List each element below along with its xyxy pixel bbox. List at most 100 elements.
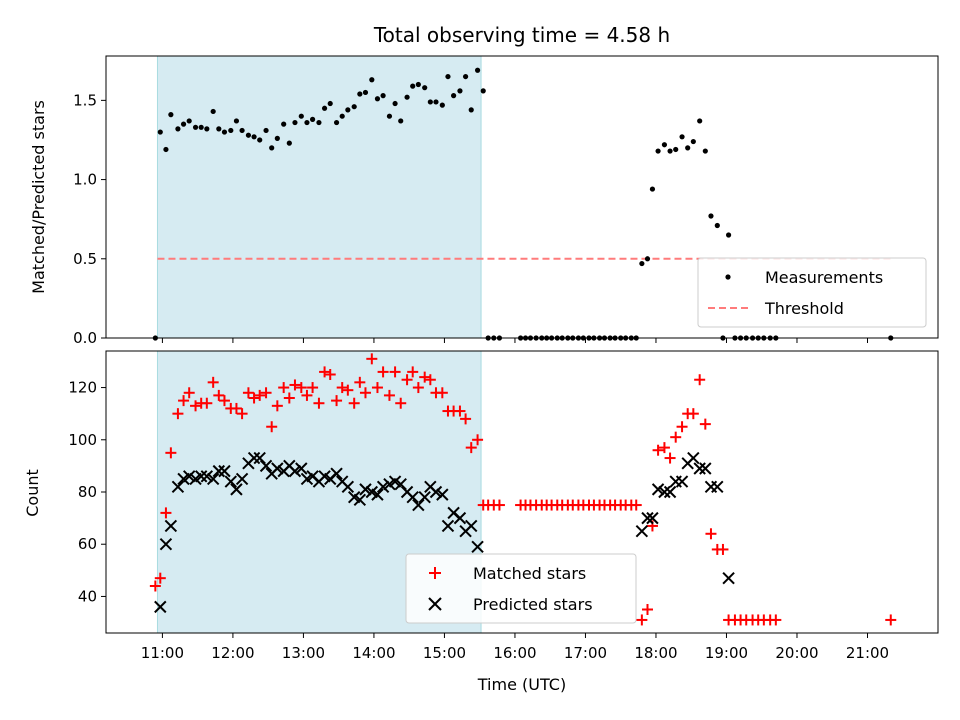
time-x-tick-label: 16:00 bbox=[493, 644, 536, 662]
measurement-point bbox=[380, 93, 386, 99]
predicted-star-point bbox=[406, 491, 419, 504]
ratio-y-tick-label: 1.5 bbox=[73, 91, 97, 109]
matched-star-point bbox=[295, 382, 307, 394]
ratio-panel: 0.0 0.5 1.0 1.5 Total observing time = 4.58… bbox=[29, 23, 939, 347]
measurement-point bbox=[702, 148, 708, 154]
matched-star-point bbox=[207, 376, 219, 388]
measurement-point bbox=[427, 99, 433, 105]
measurement-point bbox=[392, 100, 398, 107]
measurement-point bbox=[175, 126, 181, 132]
measurement-point bbox=[281, 121, 287, 127]
predicted-star-point bbox=[212, 464, 226, 478]
measurement-point bbox=[690, 138, 696, 145]
predicted-star-point bbox=[182, 470, 196, 483]
chart-title: Total observing time = 4.58 h bbox=[373, 23, 670, 47]
predicted-star-point bbox=[253, 451, 266, 465]
measurement-point bbox=[263, 127, 269, 134]
legend-predicted-label: Predicted stars bbox=[473, 595, 593, 614]
matched-star-point bbox=[359, 387, 371, 399]
predicted-star-point bbox=[658, 485, 671, 499]
matched-star-point bbox=[254, 389, 266, 401]
matched-star-point bbox=[283, 392, 295, 404]
measurement-point bbox=[298, 113, 304, 119]
measurement-point bbox=[251, 134, 257, 140]
predicted-star-point bbox=[353, 493, 367, 507]
legend-measurements-label: Measurements bbox=[765, 268, 883, 287]
predicted-star-point bbox=[418, 491, 431, 504]
measurement-point bbox=[286, 140, 292, 146]
matched-star-point bbox=[154, 572, 166, 584]
measurement-point bbox=[480, 88, 486, 94]
measurement-point bbox=[351, 104, 357, 110]
measurement-point bbox=[186, 118, 192, 124]
count-y-axis-label: Count bbox=[23, 469, 42, 517]
matched-star-point bbox=[289, 379, 301, 391]
matched-star-point bbox=[424, 374, 436, 386]
matched-star-point bbox=[236, 408, 248, 420]
time-x-tick-label: 18:00 bbox=[634, 644, 677, 662]
matched-star-point bbox=[670, 431, 682, 443]
predicted-star-point bbox=[453, 511, 467, 525]
measurement-point bbox=[204, 126, 210, 132]
measurement-point bbox=[304, 119, 310, 126]
matched-star-point bbox=[694, 374, 706, 386]
matched-star-point bbox=[419, 371, 431, 383]
matched-star-point bbox=[266, 421, 278, 433]
ratio-y-axis-label: Matched/Predicted stars bbox=[29, 100, 48, 294]
measurement-point bbox=[210, 108, 216, 115]
matched-star-point bbox=[401, 374, 413, 386]
matched-star-point bbox=[213, 389, 225, 401]
count-y-axis: 40 60 80 100 120 bbox=[68, 379, 106, 605]
measurement-point bbox=[233, 118, 240, 124]
matched-star-point bbox=[377, 366, 389, 378]
measurement-point bbox=[661, 142, 668, 148]
count-legend: Matched stars Predicted stars bbox=[405, 553, 637, 624]
measurement-point bbox=[697, 118, 703, 124]
predicted-star-point bbox=[651, 483, 665, 496]
count-y-tick-label: 80 bbox=[78, 483, 97, 501]
matched-star-point bbox=[676, 421, 688, 433]
measurement-point bbox=[457, 88, 463, 94]
matched-star-point bbox=[366, 353, 378, 365]
matched-star-point bbox=[770, 614, 782, 626]
measurement-point bbox=[386, 113, 393, 119]
measurement-point bbox=[410, 83, 416, 89]
predicted-star-point bbox=[164, 519, 178, 533]
predicted-star-point bbox=[376, 480, 390, 493]
measurement-point bbox=[316, 119, 322, 126]
matched-star-point bbox=[436, 387, 448, 399]
time-x-tick-label: 15:00 bbox=[423, 644, 466, 662]
predicted-star-point bbox=[412, 498, 425, 512]
predicted-star-point bbox=[663, 485, 677, 499]
matched-star-point bbox=[324, 369, 336, 380]
ratio-plot-frame bbox=[105, 55, 939, 339]
measurement-point bbox=[180, 121, 187, 127]
time-x-tick-label: 11:00 bbox=[141, 644, 184, 662]
measurement-point bbox=[439, 102, 445, 108]
matched-star-point bbox=[460, 413, 472, 425]
count-points bbox=[149, 353, 897, 626]
measurement-point bbox=[433, 99, 439, 105]
predicted-star-point bbox=[171, 480, 185, 493]
measurement-point bbox=[422, 85, 428, 91]
predicted-star-point bbox=[394, 477, 407, 491]
time-x-tick-label: 13:00 bbox=[282, 644, 325, 662]
measurement-point bbox=[245, 132, 252, 138]
measurement-point bbox=[221, 129, 228, 135]
count-y-tick-label: 40 bbox=[78, 587, 97, 605]
predicted-star-point bbox=[295, 462, 308, 475]
measurement-point bbox=[163, 146, 169, 153]
predicted-star-point bbox=[436, 488, 449, 501]
predicted-star-point bbox=[224, 475, 238, 488]
measurement-point bbox=[462, 73, 469, 80]
measurement-point bbox=[714, 222, 720, 229]
count-y-tick-label: 120 bbox=[68, 379, 97, 397]
matched-star-point bbox=[278, 382, 290, 394]
predicted-star-point bbox=[247, 451, 261, 465]
count-y-tick-label: 100 bbox=[68, 431, 97, 449]
matched-star-point bbox=[248, 392, 260, 404]
predicted-star-point bbox=[699, 462, 712, 475]
matched-star-point bbox=[342, 384, 354, 396]
predicted-star-point bbox=[635, 524, 649, 538]
